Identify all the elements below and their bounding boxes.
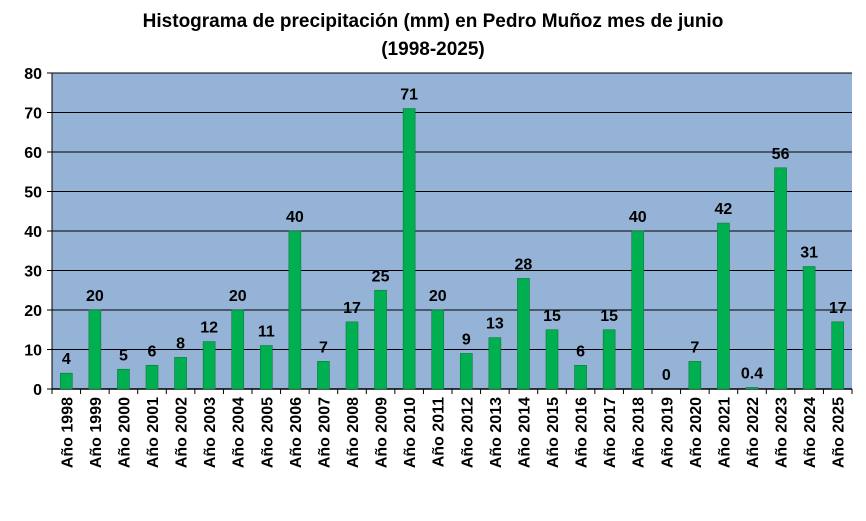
data-label: 71 [400, 87, 418, 104]
x-tick-label: Año 2000 [116, 397, 133, 468]
bar [174, 357, 187, 390]
x-tick-label: Año 2025 [831, 397, 848, 468]
bar [517, 278, 530, 390]
y-tick-label: 50 [24, 185, 42, 202]
bar [631, 230, 645, 390]
x-tick-label: Año 2013 [488, 397, 505, 468]
x-tick-label: Año 2012 [459, 397, 476, 468]
data-label: 9 [462, 331, 471, 348]
x-tick-label: Año 2022 [745, 397, 762, 468]
x-tick-label: Año 2018 [631, 397, 648, 468]
y-tick-label: 70 [24, 106, 42, 123]
data-label: 6 [148, 343, 157, 360]
chart-title-line-2: (1998-2025) [381, 39, 485, 60]
data-label: 11 [258, 324, 275, 341]
data-label: 31 [800, 245, 818, 262]
bar [602, 329, 616, 390]
data-label: 15 [600, 308, 618, 325]
data-label: 20 [86, 288, 104, 305]
x-tick-label: Año 2015 [545, 397, 562, 468]
y-tick-label: 0 [33, 382, 42, 399]
bar [59, 372, 73, 390]
x-tick-label: Año 2017 [602, 397, 619, 468]
bar [488, 337, 502, 390]
y-tick-label: 80 [24, 66, 42, 83]
bar [374, 289, 387, 390]
x-tick-label: Año 2005 [259, 397, 276, 468]
data-label: 5 [119, 347, 128, 364]
bar [431, 309, 445, 390]
x-tick-label: Año 1998 [59, 397, 76, 468]
x-tick-label: Año 2014 [516, 397, 533, 468]
data-label: 6 [576, 343, 585, 360]
x-tick-label: Año 2023 [774, 397, 791, 468]
x-tick-label: Año 2001 [145, 397, 162, 468]
chart-title-line-1: Histograma de precipitación (mm) en Pedr… [142, 11, 724, 32]
bar [545, 329, 559, 390]
y-tick-label: 30 [24, 264, 42, 281]
data-label: 13 [486, 316, 504, 333]
x-tick-label: Año 2020 [688, 397, 705, 468]
chart-title: Histograma de precipitación (mm) en Pedr… [0, 8, 866, 64]
x-tick-label: Año 2009 [374, 397, 391, 468]
data-label: 0 [662, 367, 671, 384]
data-label: 17 [343, 300, 361, 317]
bar [717, 222, 730, 390]
x-tick-label: Año 2008 [345, 397, 362, 468]
y-tick-label: 60 [24, 145, 42, 162]
x-tick-label: Año 2011 [431, 397, 448, 467]
data-label: 56 [772, 146, 790, 163]
data-label: 40 [286, 209, 304, 226]
bar [745, 387, 759, 390]
y-tick-label: 20 [24, 303, 42, 320]
bar [145, 364, 159, 390]
data-label: 20 [429, 288, 447, 305]
x-tick-label: Año 2007 [316, 397, 333, 468]
x-tick-label: Año 1999 [88, 397, 105, 468]
data-label: 28 [515, 256, 533, 273]
data-label: 40 [629, 209, 647, 226]
bar [317, 361, 330, 390]
data-label: 12 [200, 320, 218, 337]
x-tick-label: Año 2021 [716, 397, 733, 468]
data-label: 8 [176, 335, 185, 352]
data-label: 0.4 [741, 365, 763, 382]
x-tick-label: Año 2024 [802, 397, 819, 468]
data-label: 42 [715, 201, 733, 218]
bar [574, 364, 587, 390]
x-tick-label: Año 2002 [174, 397, 191, 468]
bar [774, 167, 787, 390]
x-tick-label: Año 2010 [402, 397, 419, 468]
bar [402, 108, 416, 390]
bar [288, 230, 302, 390]
bar [345, 321, 359, 390]
bar [831, 321, 845, 390]
y-tick-label: 10 [24, 343, 42, 360]
x-tick-label: Año 2003 [202, 397, 219, 468]
bar [802, 266, 816, 390]
data-label: 20 [229, 288, 247, 305]
data-label: 15 [543, 308, 561, 325]
bar [117, 368, 130, 390]
bar [688, 361, 702, 390]
x-tick-label: Año 2004 [231, 397, 248, 468]
x-tick-label: Año 2016 [574, 397, 591, 468]
x-tick-label: Año 2006 [288, 397, 305, 468]
bar [231, 309, 245, 390]
x-tick-label: Año 2019 [659, 397, 676, 468]
bar [88, 309, 102, 390]
bar [202, 341, 216, 390]
data-label: 17 [829, 300, 847, 317]
y-tick-label: 40 [24, 224, 42, 241]
data-label: 7 [690, 339, 699, 356]
data-label: 7 [319, 339, 328, 356]
bar [259, 345, 273, 390]
data-label: 4 [62, 351, 71, 368]
data-label: 25 [372, 268, 390, 285]
bar [459, 353, 473, 390]
